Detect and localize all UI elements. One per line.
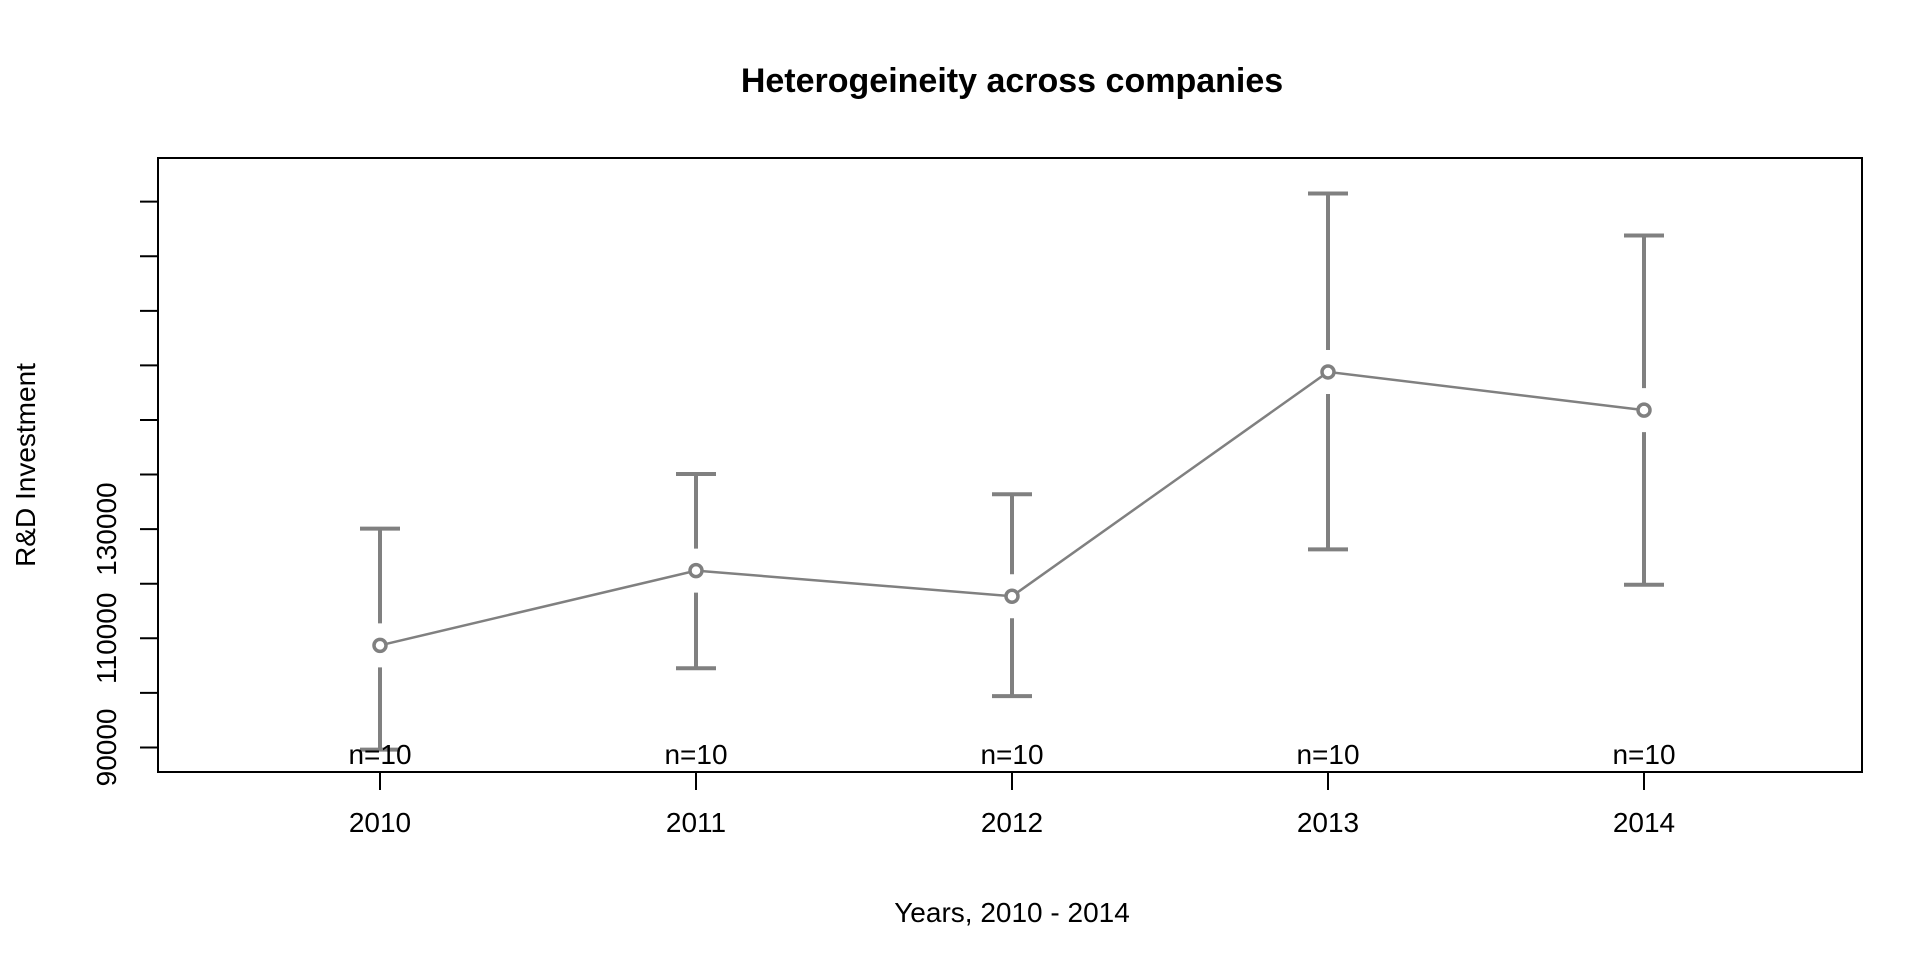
group-size-label: n=10 xyxy=(348,739,411,770)
x-tick-label: 2014 xyxy=(1613,807,1675,838)
data-point xyxy=(1320,364,1336,380)
y-axis-label: R&D Investment xyxy=(10,363,41,567)
data-point xyxy=(1004,588,1020,605)
group-size-label: n=10 xyxy=(664,739,727,770)
x-axis-label: Years, 2010 - 2014 xyxy=(894,897,1130,928)
group-size-label: n=10 xyxy=(1296,739,1359,770)
data-point xyxy=(1636,402,1652,418)
data-point xyxy=(688,562,704,579)
y-tick-label: 130000 xyxy=(91,482,122,575)
group-size-label: n=10 xyxy=(1612,739,1675,770)
y-tick-label: 90000 xyxy=(91,709,122,787)
x-tick-label: 2012 xyxy=(981,807,1043,838)
x-axis: 2010 2011 2012 2013 2014 xyxy=(349,771,1675,838)
series-group xyxy=(360,191,1664,752)
x-tick-label: 2011 xyxy=(666,807,726,838)
y-tick-label: 110000 xyxy=(91,593,122,684)
n-labels: n=10 n=10 n=10 n=10 n=10 xyxy=(348,739,1675,770)
x-tick-label: 2010 xyxy=(349,807,411,838)
group-size-label: n=10 xyxy=(980,739,1043,770)
chart-title: Heterogeineity across companies xyxy=(741,62,1283,100)
data-point xyxy=(372,637,388,654)
x-tick-label: 2013 xyxy=(1297,807,1359,838)
y-axis: 90000 110000 130000 xyxy=(91,200,159,787)
